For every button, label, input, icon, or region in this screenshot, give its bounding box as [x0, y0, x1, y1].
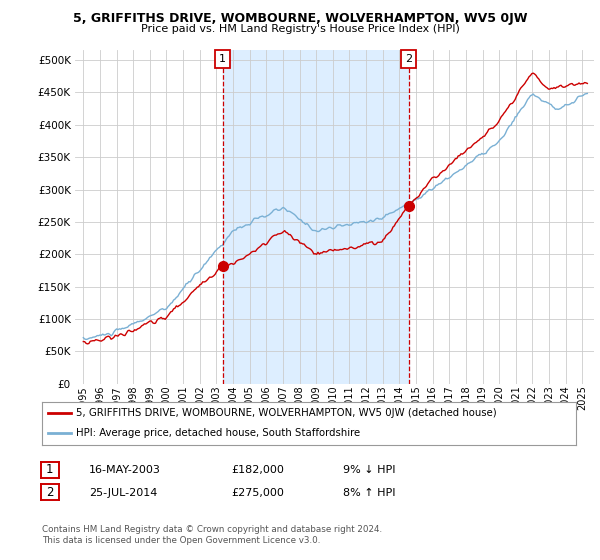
Text: 16-MAY-2003: 16-MAY-2003: [89, 465, 161, 475]
Text: Contains HM Land Registry data © Crown copyright and database right 2024.
This d: Contains HM Land Registry data © Crown c…: [42, 525, 382, 545]
Text: 9% ↓ HPI: 9% ↓ HPI: [343, 465, 396, 475]
Text: 8% ↑ HPI: 8% ↑ HPI: [343, 488, 396, 498]
Text: 2: 2: [405, 54, 412, 64]
Text: HPI: Average price, detached house, South Staffordshire: HPI: Average price, detached house, Sout…: [76, 428, 360, 438]
Text: 1: 1: [219, 54, 226, 64]
Bar: [223, 50, 409, 384]
Text: 2: 2: [46, 486, 53, 499]
Text: Price paid vs. HM Land Registry's House Price Index (HPI): Price paid vs. HM Land Registry's House …: [140, 24, 460, 34]
Text: £182,000: £182,000: [231, 465, 284, 475]
Text: 5, GRIFFITHS DRIVE, WOMBOURNE, WOLVERHAMPTON, WV5 0JW: 5, GRIFFITHS DRIVE, WOMBOURNE, WOLVERHAM…: [73, 12, 527, 25]
Text: £275,000: £275,000: [231, 488, 284, 498]
Text: 1: 1: [46, 463, 53, 477]
Text: 5, GRIFFITHS DRIVE, WOMBOURNE, WOLVERHAMPTON, WV5 0JW (detached house): 5, GRIFFITHS DRIVE, WOMBOURNE, WOLVERHAM…: [76, 408, 496, 418]
Text: 25-JUL-2014: 25-JUL-2014: [89, 488, 157, 498]
